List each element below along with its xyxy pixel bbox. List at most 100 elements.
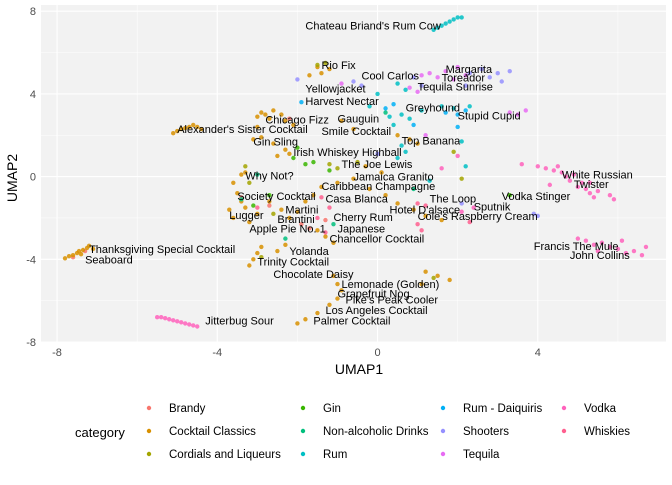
point-label: Lugger bbox=[229, 210, 264, 222]
data-point bbox=[487, 75, 492, 80]
point-label: Harvest Nectar bbox=[305, 96, 379, 108]
data-point bbox=[267, 116, 272, 121]
data-point bbox=[271, 141, 276, 146]
data-point bbox=[643, 244, 649, 250]
legend-item: Shooters bbox=[440, 426, 509, 438]
data-point bbox=[439, 23, 444, 28]
data-point bbox=[179, 126, 184, 132]
data-point bbox=[615, 246, 621, 252]
data-point bbox=[423, 203, 428, 208]
data-point bbox=[315, 228, 320, 233]
data-point bbox=[335, 296, 340, 301]
ticks-layer: -8 -4 0 4 -8 -4 0 4 8 bbox=[26, 6, 541, 359]
data-point bbox=[231, 215, 236, 221]
point-label: Vodka Stinger bbox=[502, 191, 571, 203]
data-point bbox=[307, 73, 312, 78]
data-point bbox=[359, 83, 364, 88]
data-point bbox=[199, 126, 204, 132]
data-point bbox=[323, 230, 328, 235]
y-tick-label: 4 bbox=[30, 89, 36, 101]
legend-swatch bbox=[440, 428, 446, 434]
data-point bbox=[70, 252, 76, 258]
data-point bbox=[391, 122, 396, 128]
data-point bbox=[395, 201, 400, 206]
data-point bbox=[303, 317, 308, 322]
data-point bbox=[311, 159, 316, 165]
data-point bbox=[383, 110, 388, 115]
data-point bbox=[323, 60, 328, 66]
legend-swatch bbox=[300, 428, 306, 434]
data-point bbox=[247, 180, 252, 186]
data-point bbox=[519, 161, 524, 167]
series-gin bbox=[251, 145, 512, 208]
legend-swatch bbox=[440, 451, 446, 457]
data-point bbox=[231, 180, 236, 186]
data-point bbox=[467, 104, 472, 109]
point-label: Yellowjacket bbox=[305, 84, 365, 96]
data-point bbox=[283, 236, 288, 241]
data-point bbox=[435, 75, 440, 80]
legend-item: Rum - Daiquiris bbox=[440, 403, 542, 415]
series-rum-daiquiris bbox=[299, 99, 468, 130]
data-point bbox=[327, 161, 332, 167]
x-tick-label: 4 bbox=[535, 347, 541, 359]
point-label: Palmer Cocktail bbox=[313, 315, 390, 327]
data-point bbox=[259, 135, 264, 140]
data-point bbox=[467, 71, 472, 76]
data-point bbox=[259, 110, 264, 115]
y-axis-title: UMAP2 bbox=[4, 154, 20, 202]
data-point bbox=[623, 250, 629, 256]
data-point bbox=[247, 263, 252, 268]
data-point bbox=[287, 151, 292, 157]
data-point bbox=[339, 288, 344, 293]
x-tick-label: -4 bbox=[212, 347, 222, 359]
data-point bbox=[447, 19, 452, 24]
legend-swatch bbox=[300, 451, 306, 457]
data-point bbox=[195, 324, 200, 329]
data-point bbox=[315, 310, 320, 316]
data-point bbox=[411, 75, 416, 80]
data-point bbox=[403, 87, 408, 92]
data-point bbox=[331, 240, 336, 245]
point-label: Society Cocktail bbox=[237, 191, 315, 203]
data-point bbox=[415, 221, 420, 227]
data-point bbox=[431, 275, 436, 281]
legend-label: Shooters bbox=[463, 426, 509, 438]
data-point bbox=[351, 79, 356, 84]
data-point bbox=[259, 255, 264, 260]
data-point bbox=[243, 164, 248, 169]
point-label: John Collins bbox=[570, 250, 630, 262]
data-point bbox=[335, 281, 340, 287]
data-point bbox=[307, 226, 312, 231]
point-label: Francis The Mule bbox=[534, 241, 619, 253]
series-tequila bbox=[339, 64, 528, 138]
point-label: Margarita bbox=[446, 64, 493, 76]
data-point bbox=[267, 193, 272, 198]
data-point bbox=[267, 199, 272, 204]
data-point bbox=[351, 176, 356, 181]
data-point bbox=[455, 15, 460, 20]
data-point bbox=[339, 81, 344, 86]
data-point bbox=[315, 215, 320, 221]
data-point bbox=[387, 114, 392, 119]
data-point bbox=[459, 176, 464, 181]
data-point bbox=[395, 133, 400, 138]
data-point bbox=[631, 248, 637, 254]
data-point bbox=[459, 209, 464, 214]
legend-label: Whiskies bbox=[584, 426, 630, 438]
data-point bbox=[299, 221, 304, 227]
point-label: Caribbean Champagne bbox=[321, 181, 435, 193]
legend-item: Vodka bbox=[561, 403, 617, 415]
legend: category Brandy Cocktail Classics Cordials… bbox=[75, 403, 630, 461]
point-labels-layer: Chateau Briand's Rum Cow Rio Fix Cool Carl… bbox=[85, 21, 633, 328]
legend-item: Rum bbox=[300, 449, 347, 461]
data-point bbox=[327, 302, 332, 307]
data-point bbox=[355, 159, 360, 165]
data-point bbox=[283, 242, 288, 248]
data-point bbox=[567, 178, 573, 183]
data-point bbox=[295, 145, 300, 150]
data-point bbox=[451, 106, 456, 111]
data-point bbox=[299, 99, 304, 105]
legend-item: Non-alcoholic Drinks bbox=[300, 426, 429, 438]
